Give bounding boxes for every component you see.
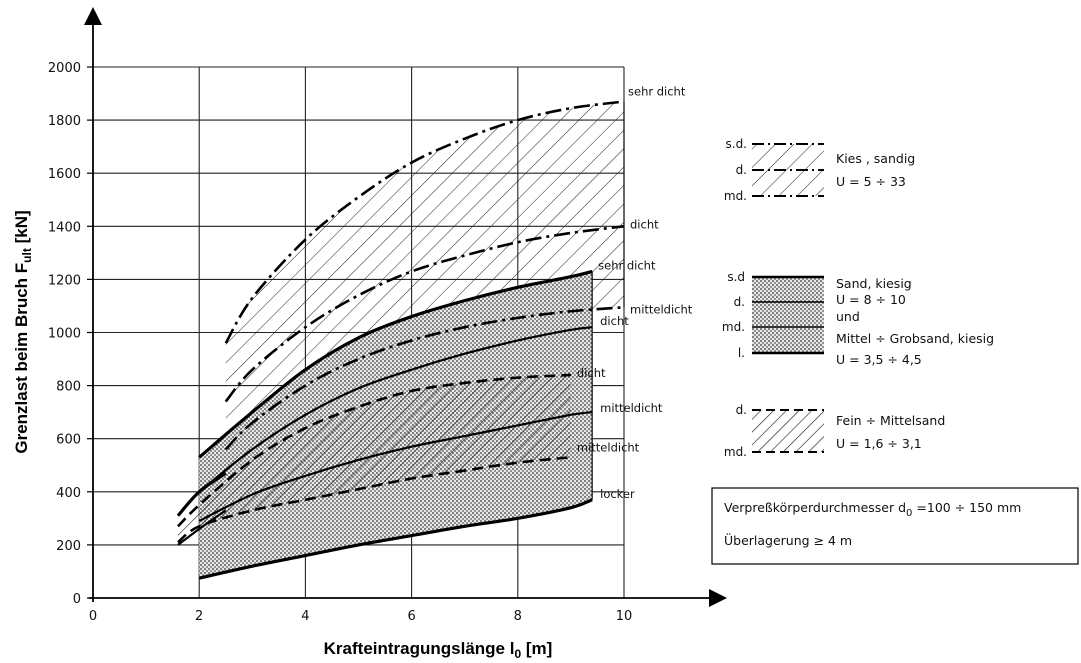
y-tick-label-1200: 1200 (48, 273, 81, 288)
x-axis-title: Krafteintragungslänge l0 [m] (324, 639, 553, 661)
curve-sand-lower_mid (198, 411, 593, 522)
legend-fein-key-md: md. (724, 445, 747, 459)
curve-left-1 (177, 509, 227, 546)
curve-kies-upper (224, 100, 625, 344)
legend-sand: s.d d. md. l. Sand, kiesig U = 8 ÷ 10 un… (722, 270, 994, 367)
legend-kies-key-sd: s.d. (726, 137, 748, 151)
legend-kies-line1: Kies , sandig (836, 151, 915, 166)
y-axis-title: Grenzlast beim Bruch Fult [kN] (12, 210, 34, 453)
label-fein-upper: dicht (577, 366, 606, 380)
legend-sand-line1: Sand, kiesig (836, 276, 912, 291)
curve-left-0 (176, 471, 227, 517)
legend-sand-key-md: md. (722, 320, 745, 334)
curve-sand-middle (198, 326, 593, 493)
curve-kies-middle (224, 225, 625, 403)
y-tick-label-200: 200 (56, 539, 81, 554)
x-tick-label-8: 8 (514, 609, 522, 624)
curve-fein-lower (177, 455, 572, 544)
y-tick-label-1400: 1400 (48, 220, 81, 235)
x-tick-label-10: 10 (616, 609, 633, 624)
tick-labels: 0 200 400 600 800 1000 1200 1400 1600 1800 2000 0 2 4… (48, 61, 632, 624)
y-tick-label-800: 800 (56, 380, 81, 395)
legend-fein-line1: Fein ÷ Mittelsand (836, 413, 945, 428)
x-tick-label-0: 0 (89, 609, 97, 624)
band-fein-area (177, 374, 571, 543)
legend-sand-line2: U = 8 ÷ 10 (836, 292, 906, 307)
label-sand-lower: locker (600, 487, 635, 501)
legend-sand-line5: U = 3,5 ÷ 4,5 (836, 352, 922, 367)
y-tick-label-600: 600 (56, 433, 81, 448)
legend-sand-key-sd: s.d (727, 270, 745, 284)
legend-kies: s.d. d. md. Kies , sandig U = 5 ÷ 33 (724, 137, 915, 203)
legend-fein-key-d: d. (736, 403, 747, 417)
label-kies-lower: mitteldicht (630, 302, 693, 316)
axes (84, 7, 727, 607)
note-box: Verpreßkörperdurchmesser d0 =100 ÷ 150 m… (711, 487, 1079, 565)
y-tick-label-1000: 1000 (48, 327, 81, 342)
y-tick-label-1800: 1800 (48, 114, 81, 129)
label-kies-upper: sehr dicht (628, 85, 686, 99)
legend-fein-line2: U = 1,6 ÷ 3,1 (836, 436, 922, 451)
legend-kies-key-d: d. (736, 163, 747, 177)
legend-sand-key-d: d. (734, 295, 745, 309)
curves (176, 100, 625, 580)
curve-sand-upper (198, 269, 593, 459)
x-tick-label-6: 6 (407, 609, 415, 624)
x-tick-label-2: 2 (195, 609, 203, 624)
legend-sand-key-l: l. (738, 346, 745, 360)
curve-fein-upper (177, 373, 571, 528)
y-tick-label-2000: 2000 (48, 61, 81, 76)
note-line2: Überlagerung ≥ 4 m (724, 532, 852, 548)
label-sand-middle: dicht (600, 314, 629, 328)
legend-fein: d. md. Fein ÷ Mittelsand U = 1,6 ÷ 3,1 (724, 403, 945, 459)
legend-kies-line2: U = 5 ÷ 33 (836, 174, 906, 189)
y-tick-label-1600: 1600 (48, 167, 81, 182)
y-tick-label-400: 400 (56, 486, 81, 501)
label-sand-lower-mid: mitteldicht (600, 401, 663, 415)
legend-sand-line4: Mittel ÷ Grobsand, kiesig (836, 331, 994, 346)
y-tick-label-0: 0 (73, 592, 81, 607)
legend-kies-key-md: md. (724, 189, 747, 203)
curve-kies-lower (224, 305, 625, 451)
x-tick-label-4: 4 (301, 609, 309, 624)
label-sand-upper: sehr dicht (598, 258, 656, 272)
legend-sand-line3: und (836, 309, 860, 324)
label-kies-middle: dicht (630, 217, 659, 231)
label-fein-lower: mitteldicht (577, 440, 640, 454)
curve-sand-lower (198, 498, 593, 580)
note-line1: Verpreßkörperdurchmesser d0 =100 ÷ 150 m… (724, 500, 1021, 519)
